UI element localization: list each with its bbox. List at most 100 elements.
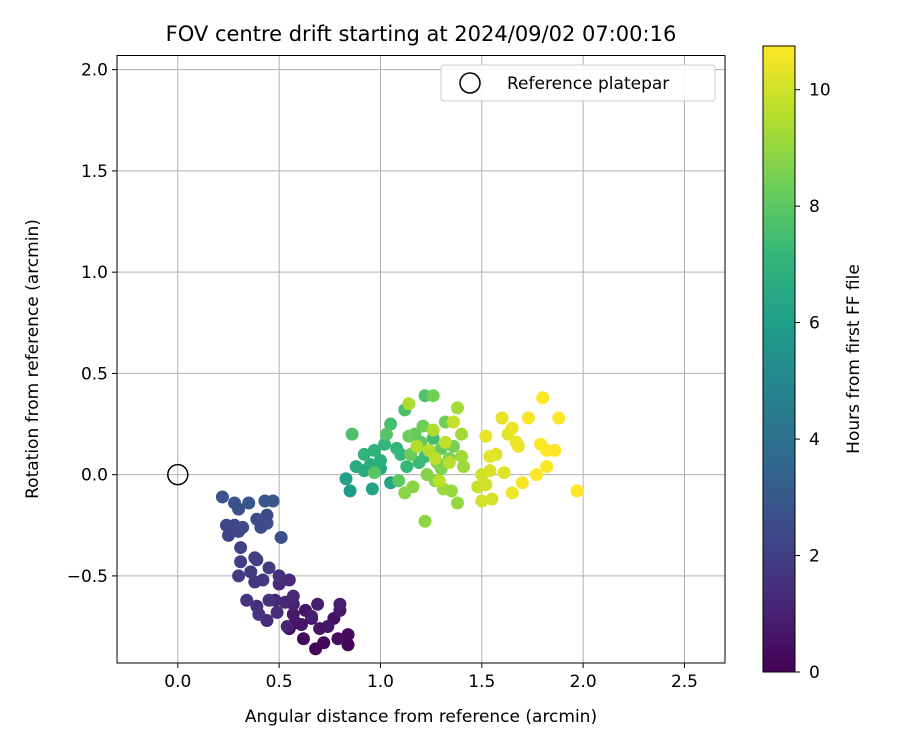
scatter-point [321, 620, 335, 634]
scatter-point [479, 429, 493, 443]
x-axis-label: Angular distance from reference (arcmin) [245, 707, 597, 727]
scatter-point [341, 638, 355, 652]
scatter-point [234, 541, 248, 555]
scatter-point [394, 447, 408, 461]
scatter-point [402, 397, 416, 411]
scatter-point [365, 482, 379, 496]
reference-point [167, 463, 189, 486]
scatter-point [432, 474, 446, 488]
scatter-point [270, 605, 284, 619]
x-tick-label: 0.0 [164, 672, 191, 692]
y-tick-label: 1.0 [81, 263, 108, 283]
scatter-point [426, 423, 440, 437]
reference-marker [167, 463, 189, 486]
x-tick-label: 1.0 [367, 672, 394, 692]
x-tick-label: 0.5 [266, 672, 293, 692]
scatter-point [215, 490, 229, 504]
scatter-point [400, 460, 414, 474]
scatter-point [442, 456, 456, 470]
scatter-point [266, 494, 280, 508]
scatter-point [483, 449, 497, 463]
scatter-point [282, 573, 296, 587]
scatter-point [515, 476, 529, 490]
colorbar-tick-label: 4 [809, 430, 820, 450]
y-tick-label: 0.5 [81, 364, 108, 384]
scatter-point [497, 466, 511, 480]
colorbar-label: Hours from first FF file [844, 264, 864, 454]
scatter-point [343, 484, 357, 498]
scatter-point [483, 464, 497, 478]
scatter-point [410, 439, 424, 453]
scatter-point [398, 486, 412, 500]
scatter-point [540, 460, 554, 474]
scatter-point [392, 474, 406, 488]
scatter-point [536, 391, 550, 405]
colorbar-tick-label: 8 [809, 197, 820, 217]
y-axis: −0.5 0.0 0.5 1.0 1.5 2.0 [67, 61, 117, 587]
scatter-point [479, 478, 493, 492]
y-tick-label: 2.0 [81, 61, 108, 81]
scatter-point [455, 449, 469, 463]
scatter-point [402, 429, 416, 443]
scatter-point [428, 451, 442, 465]
scatter-point [248, 551, 262, 565]
scatter-point [274, 530, 288, 544]
scatter-point [475, 494, 489, 508]
scatter-point [228, 496, 242, 510]
scatter-point [232, 569, 246, 583]
scatter-point [450, 496, 464, 510]
scatter-point [305, 609, 319, 623]
scatter-point [455, 427, 469, 441]
colorbar-gradient [762, 45, 796, 673]
scatter-point [505, 486, 519, 500]
legend-marker-icon [459, 72, 481, 94]
scatter-point [378, 437, 392, 451]
scatter-point [349, 460, 363, 474]
colorbar-tick-label: 0 [809, 663, 820, 683]
grid-lines [117, 55, 725, 663]
chart-title: FOV centre drift starting at 2024/09/02 … [166, 22, 677, 46]
scatter-point [286, 607, 300, 621]
scatter-point [333, 597, 347, 611]
scatter-point [311, 597, 325, 611]
scatter-point [294, 618, 308, 632]
colorbar: 0 2 4 6 8 10 Hours from first FF file [762, 45, 864, 683]
scatter-point [548, 443, 562, 457]
scatter-point [373, 454, 387, 467]
scatter-point [367, 443, 381, 457]
scatter-point [272, 569, 286, 583]
scatter-point [446, 415, 460, 429]
scatter-point [457, 460, 471, 474]
colorbar-tick-label: 10 [809, 81, 831, 101]
scatter-point [345, 427, 359, 441]
legend: Reference platepar [440, 64, 716, 102]
scatter-point [286, 589, 300, 603]
legend-box [440, 64, 716, 102]
scatter-point [250, 512, 264, 526]
scatter-point [367, 466, 381, 480]
scatter-point [552, 411, 566, 425]
legend-entry-reference: Reference platepar [507, 74, 669, 94]
scatter-point [530, 468, 544, 482]
scatter-point [252, 607, 266, 621]
scatter-point [234, 555, 248, 569]
x-tick-label: 2.5 [671, 672, 698, 692]
scatter-point [426, 389, 440, 403]
scatter-point [240, 593, 254, 607]
scatter-point [339, 472, 353, 486]
scatter-point [418, 514, 432, 528]
scatter-point [256, 573, 270, 587]
scatter-point [244, 565, 258, 579]
scatter-point [219, 518, 233, 532]
scatter-point [260, 516, 274, 530]
y-tick-label: −0.5 [67, 567, 108, 587]
scatter-point [341, 628, 355, 642]
scatter-point [242, 496, 256, 510]
scatter-point [380, 427, 394, 441]
scatter-point [317, 636, 331, 650]
colorbar-tick-label: 2 [809, 547, 820, 567]
x-tick-label: 1.5 [468, 672, 495, 692]
scatter-point [511, 439, 525, 453]
scatter-point [262, 593, 276, 607]
